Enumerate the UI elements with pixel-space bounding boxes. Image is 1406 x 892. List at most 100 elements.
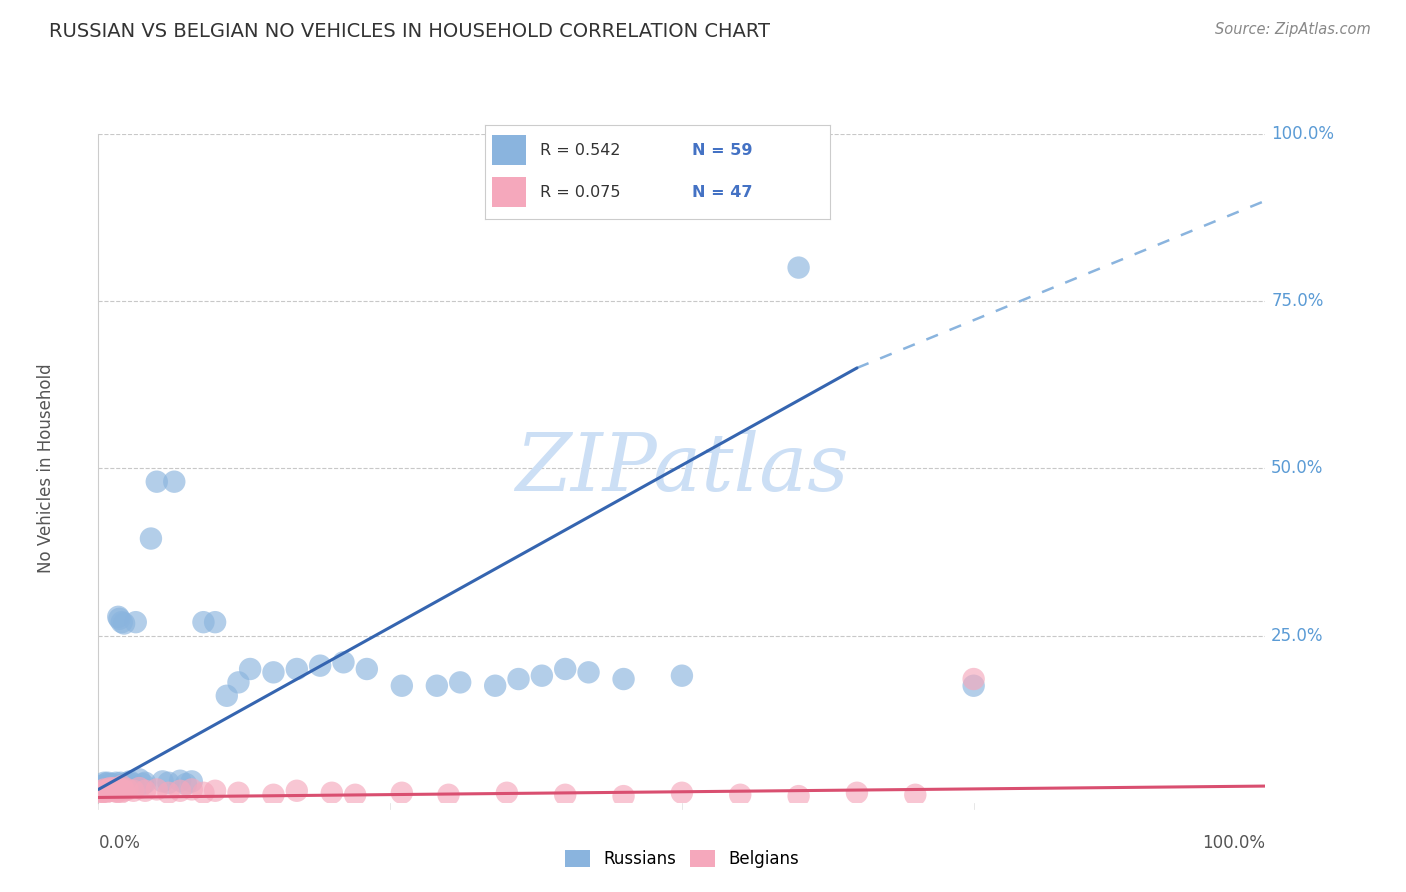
Point <box>578 665 600 680</box>
Point <box>321 786 343 800</box>
Point <box>134 784 156 797</box>
Point <box>104 775 127 790</box>
Point <box>169 773 191 788</box>
Point <box>180 774 202 789</box>
Point <box>787 260 810 275</box>
Text: N = 59: N = 59 <box>692 143 752 158</box>
Point <box>449 675 471 690</box>
FancyBboxPatch shape <box>492 136 526 165</box>
Point <box>117 782 139 797</box>
Text: 50.0%: 50.0% <box>1271 459 1323 477</box>
Point <box>495 786 517 800</box>
Point <box>112 784 135 797</box>
Point <box>122 777 145 791</box>
Point <box>554 662 576 676</box>
Point <box>108 612 131 626</box>
Point <box>125 615 148 630</box>
Text: RUSSIAN VS BELGIAN NO VEHICLES IN HOUSEHOLD CORRELATION CHART: RUSSIAN VS BELGIAN NO VEHICLES IN HOUSEH… <box>49 22 770 41</box>
Point <box>103 781 125 796</box>
Point <box>93 782 115 797</box>
Point <box>90 779 112 793</box>
Point <box>112 616 135 631</box>
Point <box>262 788 284 802</box>
Point <box>101 782 124 797</box>
Point <box>239 662 262 676</box>
Point <box>104 782 127 797</box>
Text: No Vehicles in Household: No Vehicles in Household <box>37 363 55 574</box>
Point <box>285 662 308 676</box>
Point <box>146 782 169 797</box>
Point <box>262 665 284 680</box>
Point <box>91 785 114 799</box>
Point <box>94 786 117 800</box>
Point <box>356 662 378 676</box>
Point <box>391 786 413 800</box>
Point <box>671 786 693 800</box>
Point <box>163 475 186 489</box>
Point <box>104 781 127 796</box>
Point <box>204 615 226 630</box>
Point <box>128 781 150 796</box>
Point <box>111 615 134 630</box>
Point <box>108 781 131 796</box>
Point <box>228 786 250 800</box>
Point <box>97 778 120 793</box>
Point <box>146 475 169 489</box>
Text: R = 0.075: R = 0.075 <box>540 185 620 200</box>
Point <box>101 779 124 793</box>
Point <box>962 679 984 693</box>
Point <box>139 532 162 546</box>
Point <box>204 784 226 797</box>
Point <box>157 786 180 800</box>
Point <box>97 782 120 797</box>
Point <box>530 669 553 683</box>
Point <box>730 788 752 802</box>
Point <box>96 779 118 793</box>
Point <box>90 784 112 797</box>
Point <box>103 777 125 791</box>
Point <box>484 679 506 693</box>
Point <box>426 679 449 693</box>
Point <box>437 788 460 802</box>
Point <box>285 784 308 797</box>
Point <box>180 782 202 797</box>
Point <box>96 784 118 797</box>
Point <box>391 679 413 693</box>
Point <box>132 777 155 791</box>
Point <box>100 784 122 797</box>
Point <box>94 777 117 791</box>
Point <box>98 781 121 796</box>
Point <box>91 781 114 796</box>
Point <box>98 777 121 791</box>
Point <box>105 779 128 793</box>
Point <box>97 784 120 797</box>
Point <box>104 784 127 797</box>
Point <box>845 786 868 800</box>
Text: ZIPatlas: ZIPatlas <box>515 430 849 507</box>
Point <box>332 655 354 669</box>
Point <box>309 658 332 673</box>
Point <box>90 782 112 797</box>
Point <box>174 777 197 791</box>
Point <box>228 675 250 690</box>
Text: N = 47: N = 47 <box>692 185 752 200</box>
Text: Source: ZipAtlas.com: Source: ZipAtlas.com <box>1215 22 1371 37</box>
Point <box>110 775 132 790</box>
Point <box>554 788 576 802</box>
Point <box>111 782 134 797</box>
Point <box>117 775 139 790</box>
Point <box>97 775 120 790</box>
Point <box>215 689 238 703</box>
Point <box>105 785 128 799</box>
Point <box>90 786 112 800</box>
Point <box>107 784 129 797</box>
Point <box>671 669 693 683</box>
Point <box>193 786 215 800</box>
Point <box>122 784 145 797</box>
Point <box>169 784 191 797</box>
Point <box>612 672 634 686</box>
Point <box>344 788 367 802</box>
Point <box>962 672 984 686</box>
Legend: Russians, Belgians: Russians, Belgians <box>558 843 806 875</box>
Point <box>193 615 215 630</box>
